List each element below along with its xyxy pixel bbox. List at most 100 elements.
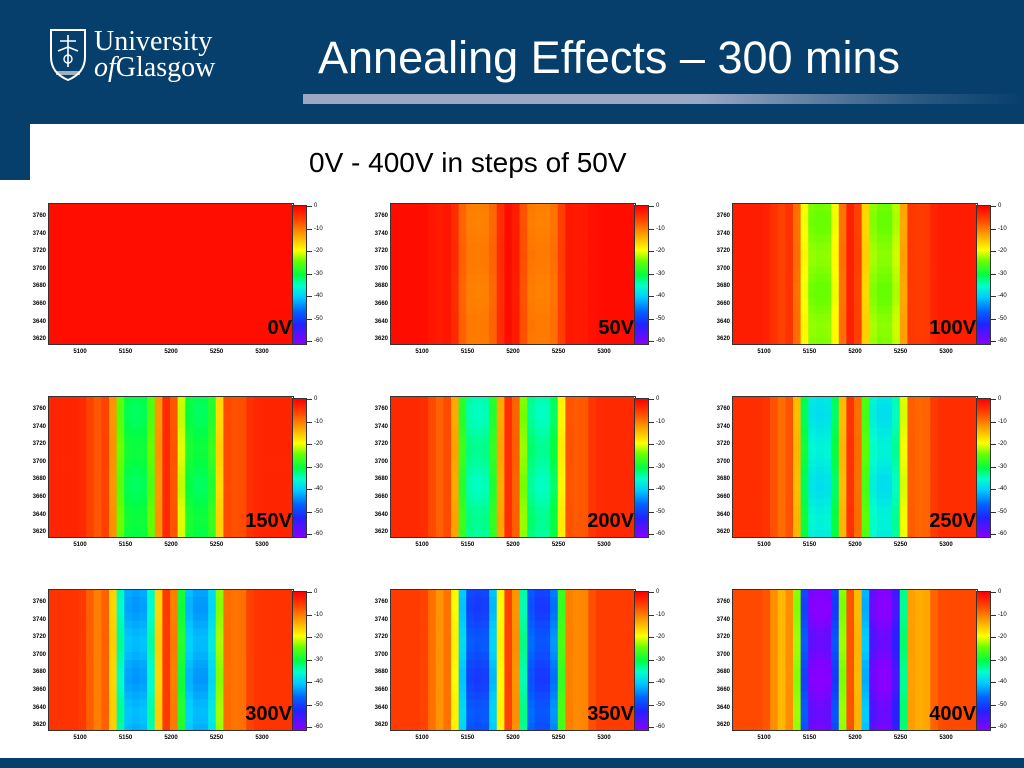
heatmap-cell — [930, 411, 939, 421]
heatmap-cell — [892, 226, 901, 236]
heatmap-cell — [922, 297, 931, 307]
heatmap-cell — [808, 498, 817, 508]
heatmap-cell — [626, 403, 634, 413]
heatmap-cell — [496, 620, 505, 630]
heatmap-cell — [390, 281, 399, 291]
heatmap-cell — [892, 467, 901, 476]
heatmap-cell — [70, 691, 80, 701]
heatmap-cell — [930, 266, 939, 275]
heatmap-cell — [284, 281, 292, 291]
heatmap-cell — [876, 443, 886, 452]
heatmap-cell — [124, 203, 133, 212]
heatmap-cell — [55, 218, 64, 228]
heatmap-cell — [466, 652, 475, 661]
heatmap-cell — [739, 281, 748, 291]
heatmap-cell — [557, 226, 566, 236]
heatmap-cell — [937, 313, 947, 322]
heatmap-cell — [131, 443, 141, 452]
heatmap-cell — [397, 467, 406, 476]
heatmap-cell — [231, 620, 240, 630]
heatmap-cell — [405, 636, 414, 645]
heatmap-cell — [573, 226, 582, 236]
x-tick-label: 5250 — [209, 349, 224, 355]
heatmap-cell — [968, 604, 976, 614]
heatmap-cell — [754, 226, 764, 236]
heatmap-cell — [831, 281, 840, 291]
heatmap-cell — [831, 596, 840, 606]
colorbar-tick — [307, 727, 312, 728]
heatmap-cell — [542, 675, 551, 685]
heatmap-cell — [550, 628, 559, 637]
heatmap-cell — [78, 675, 87, 685]
heatmap-cell — [124, 419, 133, 429]
heatmap-cell — [846, 443, 855, 452]
heatmap-cell — [595, 403, 605, 413]
heatmap-cell — [101, 250, 110, 259]
heatmap-cell — [527, 459, 536, 468]
heatmap-cell — [451, 297, 460, 307]
heatmap-cell — [70, 218, 80, 228]
heatmap-cell — [754, 305, 764, 315]
heatmap-cell — [185, 242, 194, 251]
heatmap-cell — [595, 723, 605, 731]
heatmap-cell — [884, 289, 893, 299]
heatmap-cell — [800, 289, 809, 299]
heatmap-cell — [200, 628, 209, 637]
heatmap-cell — [428, 482, 437, 492]
heatmap-cell — [246, 218, 255, 228]
heatmap-cell — [557, 443, 566, 452]
heatmap-cell — [922, 258, 931, 267]
heatmap-cell — [48, 242, 57, 251]
heatmap-cell — [284, 250, 292, 259]
heatmap-cell — [63, 313, 72, 322]
heatmap-cell — [177, 297, 186, 307]
heatmap-cell — [253, 589, 263, 598]
colorbar-tick-label: -40 — [656, 486, 665, 492]
heatmap-cell — [412, 691, 422, 701]
heatmap-cell — [489, 530, 498, 538]
heatmap-cell — [124, 644, 133, 653]
heatmap-cell — [124, 411, 133, 421]
heatmap-cell — [397, 644, 406, 653]
heatmap-cell — [960, 482, 969, 492]
heatmap-cell — [739, 474, 748, 484]
heatmap-cell — [565, 451, 574, 460]
heatmap-cell — [276, 443, 285, 452]
heatmap-cell — [200, 250, 209, 259]
heatmap-cell — [223, 628, 232, 637]
heatmap-cell — [899, 234, 908, 244]
heatmap-cell — [131, 482, 141, 492]
heatmap-cell — [55, 652, 64, 661]
heatmap-cell — [580, 589, 589, 598]
heatmap-cell — [542, 218, 551, 228]
heatmap-cell — [261, 210, 270, 220]
heatmap-cell — [930, 218, 939, 228]
heatmap-cell — [215, 459, 224, 468]
heatmap-cell — [861, 604, 870, 614]
colorbar-tick-label: -50 — [314, 701, 323, 708]
heatmap-cell — [626, 660, 634, 669]
heatmap-cell — [124, 498, 133, 508]
heatmap-image — [732, 396, 976, 538]
heatmap-cell — [70, 514, 80, 523]
colorbar-tick — [991, 273, 996, 275]
heatmap-cell — [63, 329, 72, 338]
heatmap-cell — [573, 305, 582, 315]
heatmap-cell — [261, 289, 270, 299]
heatmap-cell — [618, 226, 627, 236]
heatmap-cell — [390, 723, 399, 731]
heatmap-cell — [162, 474, 171, 484]
colorbar-tick-label: -60 — [998, 338, 1007, 344]
heatmap-cell — [131, 490, 141, 500]
heatmap-cell — [611, 451, 620, 460]
heatmap-cell — [595, 652, 605, 661]
heatmap-cell — [823, 589, 832, 598]
heatmap-image — [732, 589, 976, 731]
heatmap-cell — [109, 683, 118, 693]
heatmap-cell — [397, 589, 406, 598]
heatmap-cell — [762, 305, 771, 315]
heatmap-cell — [557, 530, 566, 538]
heatmap-cell — [565, 250, 574, 259]
heatmap-cell — [777, 281, 786, 291]
heatmap-cell — [443, 506, 452, 515]
